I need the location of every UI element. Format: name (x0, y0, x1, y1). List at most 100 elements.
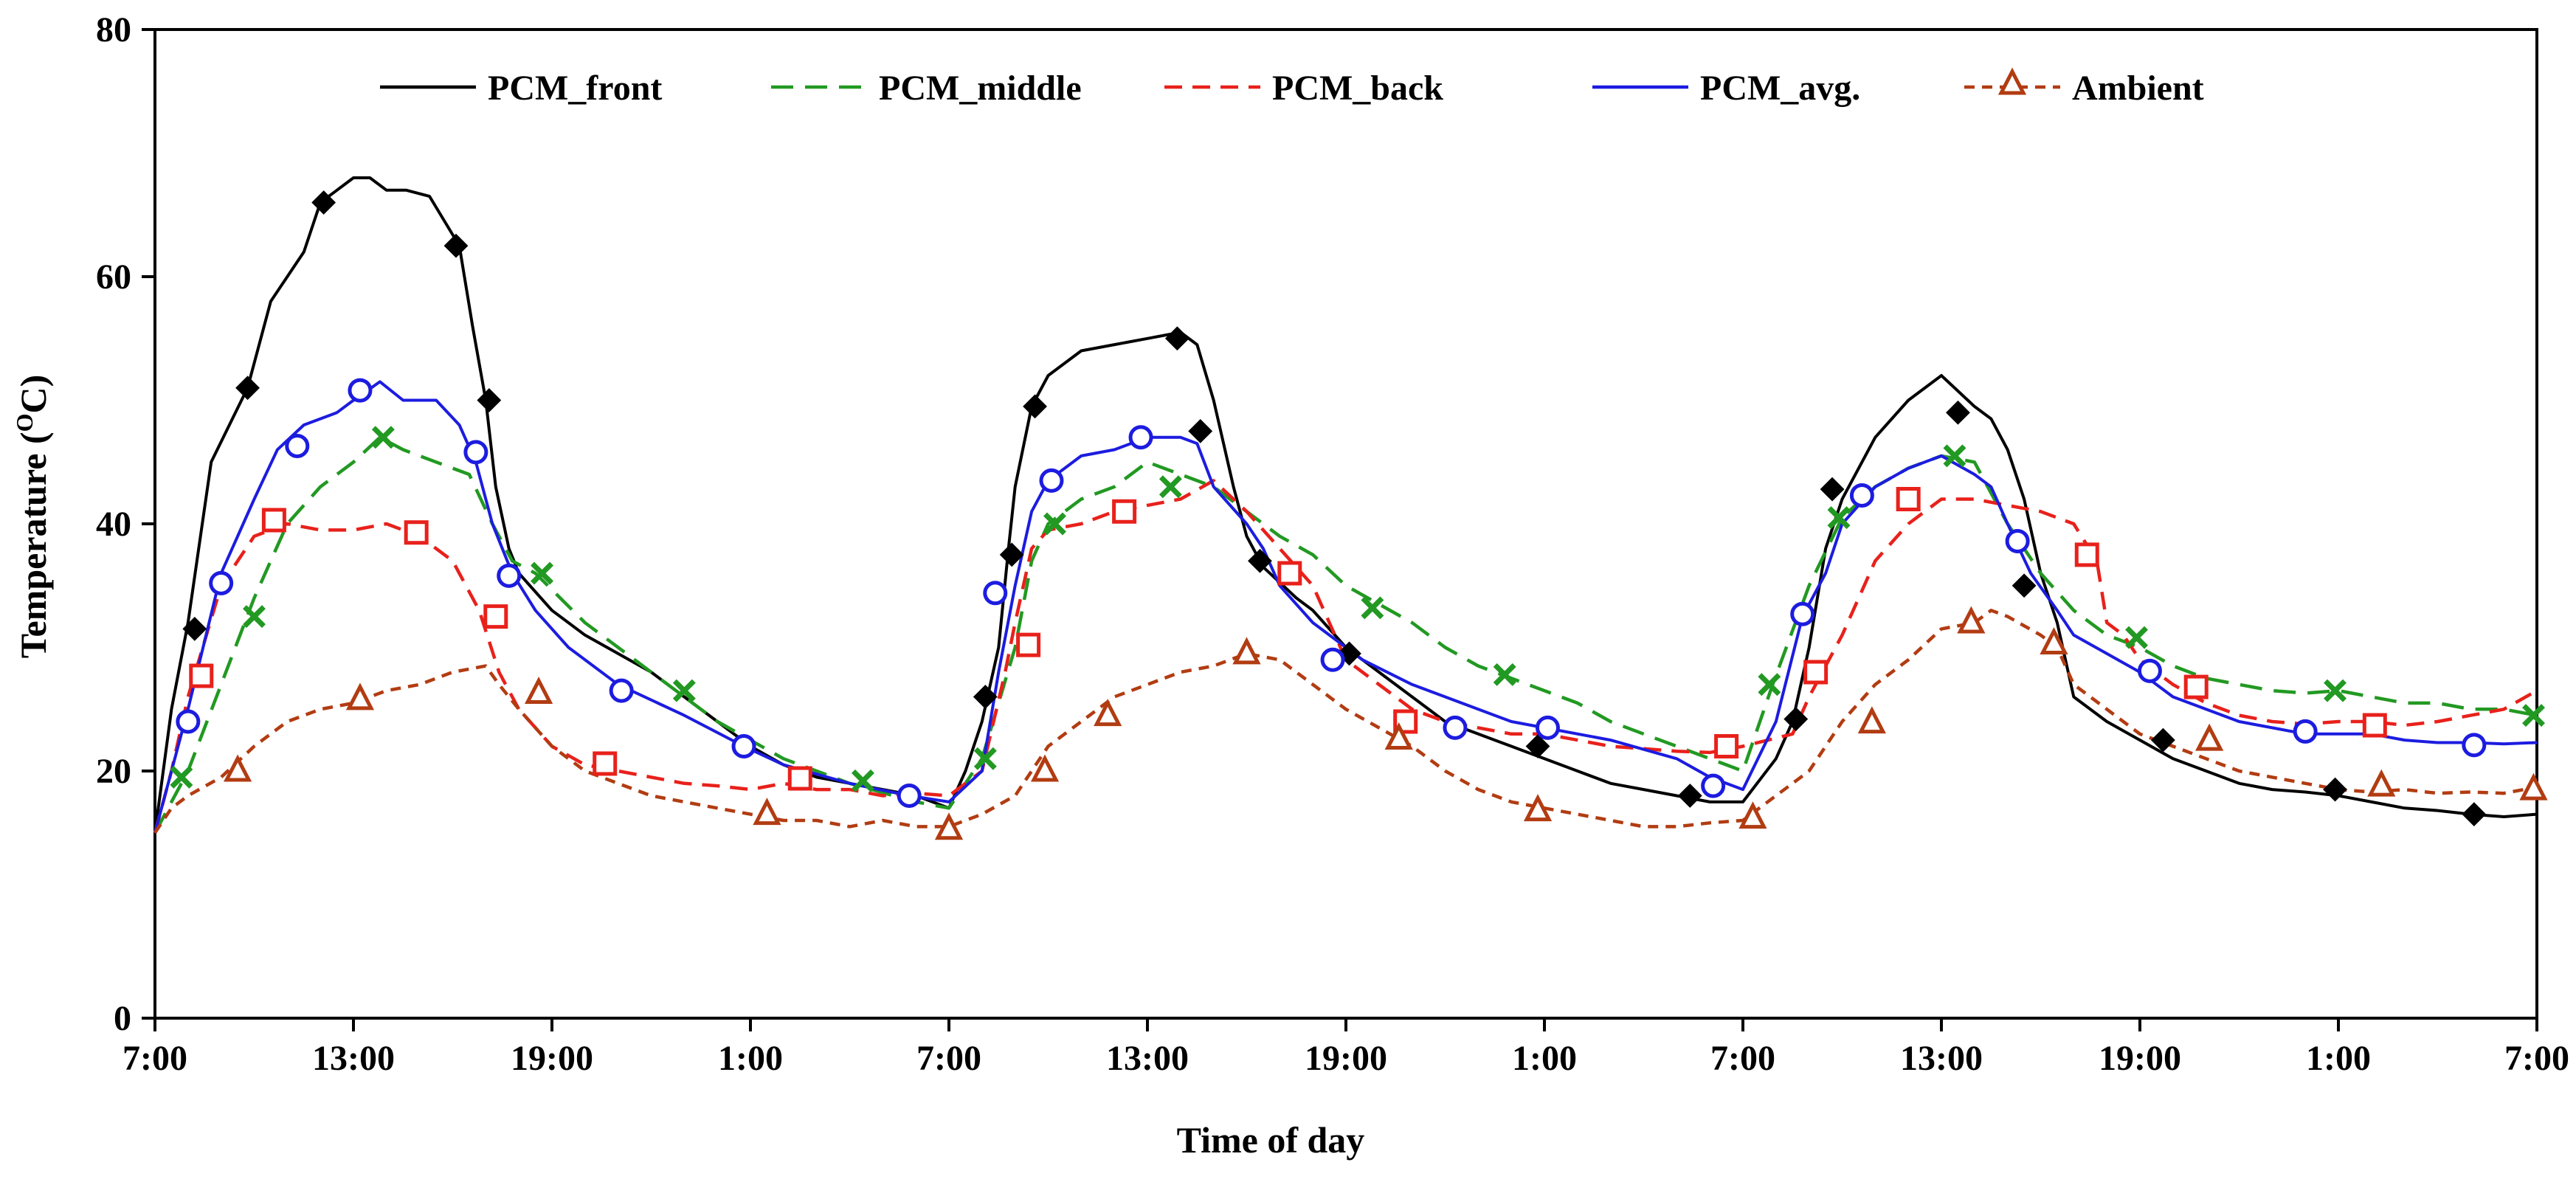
data-point-pcm-front (999, 542, 1024, 567)
data-point-ambient (1523, 794, 1553, 822)
data-point-ambient (1232, 637, 1261, 665)
legend-label: PCM_front (488, 69, 662, 108)
marker-stroke (531, 561, 554, 585)
data-point-pcm-back (1393, 709, 1418, 734)
data-point-pcm-avg (2005, 528, 2030, 553)
data-point-pcm-middle (170, 765, 193, 789)
data-point-pcm-middle (1158, 475, 1182, 499)
data-point-pcm-middle (2125, 626, 2148, 649)
data-point-pcm-front (2150, 727, 2175, 753)
x-tick-label: 19:00 (511, 1039, 593, 1078)
data-point-pcm-front (1946, 400, 1970, 425)
legend-label: PCM_middle (879, 69, 1082, 108)
data-point-pcm-avg (1320, 647, 1345, 672)
data-point-pcm-front (1783, 707, 1809, 732)
data-point-pcm-avg (897, 784, 922, 808)
data-point-pcm-middle (371, 426, 395, 449)
y-axis-title: Temperature (OC) (11, 375, 54, 659)
data-point-pcm-front (2012, 573, 2037, 598)
data-point-pcm-avg (2293, 719, 2318, 744)
data-point-ambient (345, 682, 375, 710)
data-point-ambient (2040, 627, 2068, 654)
data-point-ambient (223, 754, 252, 782)
data-point-ambient (1030, 754, 1060, 782)
data-point-pcm-back (1016, 632, 1041, 657)
y-tick-label: 20 (96, 752, 131, 791)
data-point-pcm-middle (2324, 679, 2347, 702)
legend-label: Ambient (2072, 69, 2204, 108)
data-point-pcm-avg (731, 734, 756, 758)
data-point-ambient (2367, 769, 2396, 797)
series-line-pcm-middle (153, 435, 2538, 834)
y-tick-label: 80 (96, 10, 131, 49)
series-line-ambient (153, 609, 2538, 834)
data-point-ambient (1957, 606, 1986, 634)
data-point-pcm-front (1248, 548, 1272, 573)
legend-marker (1997, 67, 2027, 95)
x-tick-label: 7:00 (1710, 1039, 1775, 1078)
data-point-pcm-back (1277, 561, 1302, 586)
data-point-pcm-middle (243, 605, 266, 629)
y-tick-label: 0 (114, 999, 131, 1038)
data-point-pcm-back (2362, 713, 2387, 738)
marker-stroke (672, 679, 696, 702)
x-tick-label: 19:00 (2099, 1039, 2181, 1078)
data-point-pcm-middle (1043, 512, 1066, 536)
data-point-pcm-avg (176, 709, 201, 734)
y-tick-label: 60 (96, 257, 131, 297)
data-point-pcm-front (443, 233, 469, 258)
data-point-pcm-middle (531, 561, 554, 585)
data-point-pcm-back (2183, 674, 2209, 699)
x-tick-label: 13:00 (312, 1039, 395, 1078)
legend-label: PCM_back (1272, 69, 1443, 108)
data-point-pcm-back (189, 663, 214, 688)
data-point-pcm-front (182, 616, 207, 641)
data-point-pcm-avg (2462, 733, 2487, 758)
data-point-pcm-avg (1039, 468, 1064, 493)
x-tick-label: 7:00 (916, 1039, 981, 1078)
data-point-pcm-back (1896, 487, 1921, 511)
series-line-pcm-avg (153, 380, 2538, 834)
marker-stroke (1758, 673, 1781, 696)
data-point-pcm-avg (209, 570, 234, 595)
data-point-pcm-front (2323, 777, 2347, 802)
marker-stroke (2324, 679, 2347, 702)
data-point-pcm-avg (1128, 425, 1153, 450)
data-point-pcm-front (2462, 802, 2487, 827)
data-point-pcm-back (1714, 734, 1739, 758)
data-point-pcm-front (1023, 394, 1047, 419)
data-point-pcm-back (483, 604, 508, 629)
marker-stroke (1361, 596, 1384, 620)
data-point-ambient (1857, 706, 1886, 734)
data-point-pcm-avg (285, 433, 310, 458)
marker-stroke (170, 765, 193, 789)
legend-item-ambient: Ambient (1964, 67, 2204, 108)
marker-stroke (1158, 475, 1182, 499)
data-point-pcm-avg (1790, 601, 1815, 626)
data-point-pcm-back (1112, 499, 1137, 524)
data-point-pcm-front (1677, 784, 1702, 808)
data-point-pcm-avg (2137, 658, 2162, 683)
data-point-pcm-middle (1493, 663, 1516, 686)
data-point-pcm-middle (1361, 596, 1384, 620)
data-point-pcm-avg (497, 563, 522, 588)
x-tick-label: 1:00 (718, 1039, 783, 1078)
marker-stroke (2522, 704, 2545, 727)
y-tick-label: 40 (96, 505, 131, 544)
marker-stroke (2125, 626, 2148, 649)
data-point-pcm-middle (2522, 704, 2545, 727)
data-point-pcm-front (311, 190, 336, 215)
data-point-pcm-back (787, 766, 812, 791)
series-line-pcm-front (153, 176, 2538, 834)
data-point-pcm-middle (851, 769, 874, 792)
x-tick-label: 13:00 (1106, 1039, 1189, 1078)
marker-stroke (973, 747, 997, 770)
marker-stroke (1827, 506, 1851, 530)
data-point-pcm-front (235, 376, 260, 401)
x-tick-label: 1:00 (1512, 1039, 1577, 1078)
data-point-ambient (2195, 723, 2224, 751)
data-point-pcm-front (1820, 477, 1845, 502)
legend-item-pcm-front: PCM_front (380, 69, 662, 108)
marker-stroke (1943, 444, 1966, 468)
